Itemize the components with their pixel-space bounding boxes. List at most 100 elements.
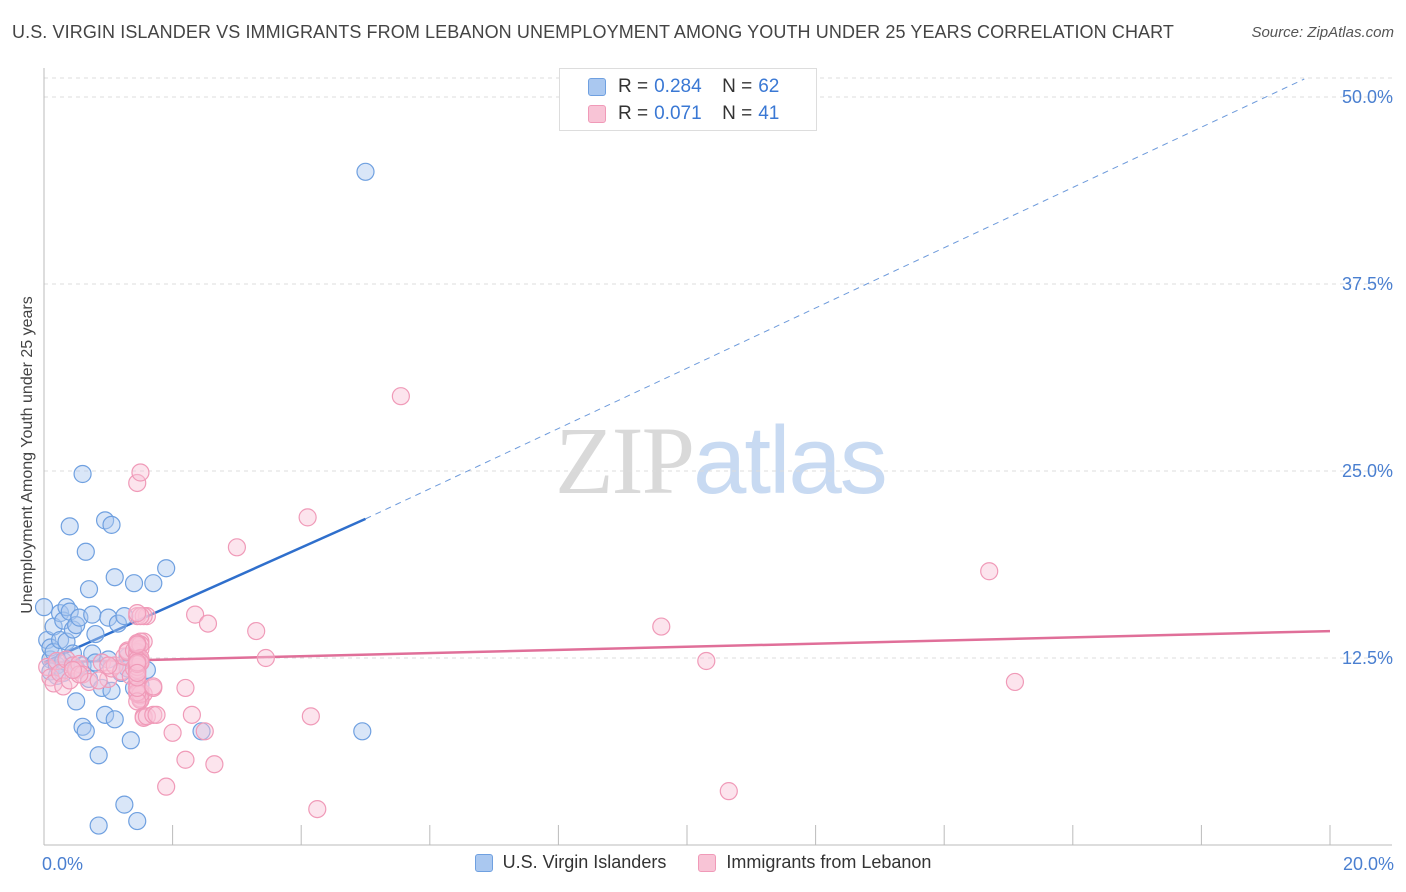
point-virgin-islanders [76,722,95,741]
point-lebanon [227,538,246,557]
point-lebanon [186,605,205,624]
point-virgin-islanders [86,624,105,644]
source-label: Source: ZipAtlas.com [1251,24,1394,41]
point-lebanon [131,463,150,482]
point-virgin-islanders [157,559,176,578]
legend-swatch-blue [588,78,606,96]
point-lebanon [157,777,176,796]
point-virgin-islanders [102,681,121,701]
point-lebanon [176,750,195,769]
point-virgin-islanders [60,517,79,536]
point-virgin-islanders [102,515,121,534]
point-lebanon [1005,672,1025,692]
tick-labels: 12.5% 25.0% 37.5% 50.0% 0.0% 20.0% [42,87,1394,874]
legend-n-label: N = [722,76,753,97]
legend-n-label: N = [722,103,753,124]
point-lebanon [63,660,83,680]
watermark: ZIPatlas [555,407,888,514]
legend-item-virgin-islanders: U.S. Virgin Islanders [474,852,667,873]
point-lebanon [128,678,147,698]
point-lebanon [128,473,147,493]
legend-n-value: 41 [758,103,780,124]
point-virgin-islanders [115,795,134,814]
y-tick-label: 37.5% [1342,274,1393,294]
point-virgin-islanders [73,464,92,484]
y-tick-label: 12.5% [1342,648,1393,668]
legend-label: Immigrants from Lebanon [726,852,932,872]
point-lebanon [195,722,214,741]
point-virgin-islanders [50,630,70,650]
point-lebanon [128,635,147,654]
point-virgin-islanders [108,614,128,633]
point-lebanon [128,668,147,687]
point-lebanon [298,508,317,527]
point-lebanon [137,707,156,726]
point-virgin-islanders [356,162,375,181]
legend-n-value: 62 [758,76,780,97]
legend-r-value: 0.284 [654,76,702,97]
point-lebanon [128,653,147,672]
point-lebanon [980,562,999,581]
point-lebanon [128,604,147,623]
point-lebanon [128,663,147,683]
series-legend: U.S. Virgin Islanders Immigrants from Le… [0,852,1406,873]
point-virgin-islanders [89,746,108,765]
point-lebanon [198,614,218,633]
point-virgin-islanders [79,580,99,599]
point-lebanon [256,648,275,668]
point-lebanon [128,692,147,711]
legend-row-lebanon: R = 0.071 N = 41 [588,102,779,126]
point-virgin-islanders [121,731,140,750]
point-virgin-islanders [128,811,147,831]
point-lebanon [89,671,108,690]
legend-r-value: 0.071 [654,103,702,124]
y-tick-label: 25.0% [1342,461,1393,481]
point-virgin-islanders [83,605,102,624]
point-virgin-islanders [89,816,108,835]
data-points [34,162,1025,835]
legend-swatch-pink [698,853,717,872]
legend-swatch-pink [588,105,606,123]
legend-r-label: R = [618,76,649,97]
legend-r-label: R = [618,103,649,124]
point-lebanon [131,607,150,626]
legend-label: U.S. Virgin Islanders [502,852,667,872]
point-virgin-islanders [67,692,86,711]
trend-line-virgin-islanders [43,517,367,664]
point-lebanon [247,621,266,641]
point-lebanon [697,651,716,671]
point-lebanon [391,387,410,406]
x-tick-label: 20.0% [1343,854,1394,874]
trend-line-lebanon [43,629,1331,664]
y-tick-label: 50.0% [1342,87,1393,107]
point-virgin-islanders [353,722,372,741]
point-virgin-islanders [105,568,124,587]
point-virgin-islanders [76,542,95,561]
point-virgin-islanders [99,608,118,627]
point-virgin-islanders [95,705,115,724]
x-tick-label: 0.0% [42,854,83,874]
legend-row-virgin-islanders: R = 0.284 N = 62 [588,75,779,99]
point-virgin-islanders [105,710,124,729]
point-lebanon [301,707,320,726]
point-virgin-islanders [34,598,54,617]
legend-item-lebanon: Immigrants from Lebanon [698,852,931,873]
point-lebanon [163,723,182,742]
legend-swatch-blue [474,853,493,872]
point-lebanon [147,705,166,724]
point-lebanon [99,656,118,675]
stats-legend: R = 0.284 N = 62 R = 0.071 N = 41 [559,68,817,131]
axes [43,68,1392,846]
trend-line-virgin-islanders-extension [365,78,1305,520]
point-virgin-islanders [144,574,163,593]
point-lebanon [176,678,195,698]
point-lebanon [144,677,163,696]
point-lebanon [79,672,99,692]
point-lebanon [652,617,671,636]
point-lebanon [205,755,224,774]
point-lebanon [308,799,327,819]
chart-title: U.S. VIRGIN ISLANDER VS IMMIGRANTS FROM … [12,22,1175,42]
point-virgin-islanders [124,574,144,593]
point-lebanon [719,782,738,801]
